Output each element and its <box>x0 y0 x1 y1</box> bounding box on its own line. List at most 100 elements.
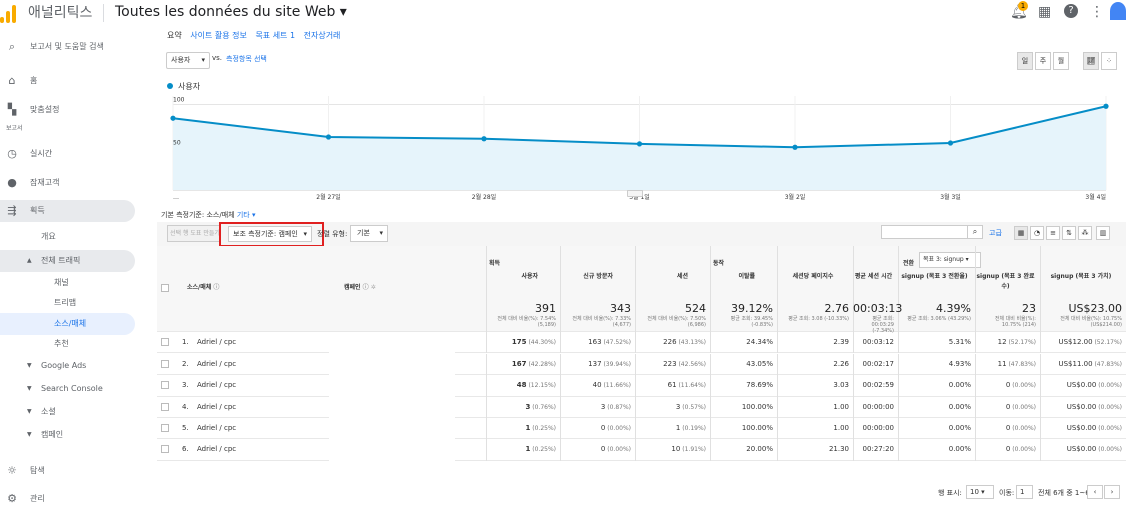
data-point <box>792 144 798 150</box>
chart-resize-handle[interactable] <box>627 190 643 197</box>
column-header-campaign[interactable]: 캠페인 ⓘ ✲ <box>344 282 376 291</box>
metric-value: 0 <box>600 445 606 453</box>
source-medium-link[interactable]: Adriel / cpc <box>197 381 237 389</box>
column-header-metric[interactable]: 이탈률 <box>738 273 755 280</box>
column-header-metric[interactable]: 세션당 페이지수 <box>792 273 834 280</box>
column-header-metric[interactable]: signup (목표 3 가치) <box>1050 273 1112 280</box>
sidebar-item-treemaps[interactable]: 트리맵 <box>0 292 155 314</box>
row-checkbox[interactable] <box>161 381 169 389</box>
metric-value: 00:00:00 <box>862 424 894 432</box>
table-view-icon[interactable]: ▦ <box>1014 226 1028 240</box>
select-metric-link[interactable]: 측정항목 선택 <box>226 55 267 63</box>
sidebar-item-source-medium[interactable]: 소스/매체 <box>0 313 135 335</box>
avatar[interactable] <box>1110 2 1126 20</box>
column-header-metric[interactable]: 세션 <box>676 273 688 280</box>
help-icon[interactable]: ? <box>1064 4 1078 18</box>
term-cloud-view-icon[interactable]: ⁂ <box>1078 226 1092 240</box>
sidebar-item-realtime[interactable]: ◷ 실시간 <box>0 143 155 165</box>
sidebar-item-discover[interactable]: ☼ 탐색 <box>0 460 155 482</box>
apps-grid-icon[interactable]: ▦ <box>1038 4 1052 20</box>
tab-site-usage[interactable]: 사이트 활용 정보 <box>190 31 247 40</box>
select-all-checkbox[interactable] <box>161 284 169 292</box>
column-header-metric[interactable]: 평균 세션 시간 <box>854 273 893 280</box>
column-header-metric[interactable]: signup (목표 3 전환율) <box>901 273 968 280</box>
tab-goal-set[interactable]: 목표 세트 1 <box>255 31 296 40</box>
table-row[interactable]: 4. Adriel / cpc 3 (0.76%) 3 (0.87%) 3 (0.57%… <box>157 397 1126 418</box>
metric-cell: 167 (42.28%) <box>486 360 556 368</box>
page-input[interactable]: 1 <box>1016 485 1033 499</box>
sidebar-item-social[interactable]: ▼ 소셜 <box>0 401 155 423</box>
rows-per-page-select[interactable]: 10 ▾ <box>966 485 994 499</box>
sidebar-item-campaigns[interactable]: ▼ 캠페인 <box>0 424 155 446</box>
table-row[interactable]: 1. Adriel / cpc 175 (44.30%) 163 (47.52%) 22… <box>157 332 1126 353</box>
column-header-source-medium[interactable]: 소스/매체 ⓘ <box>187 282 219 291</box>
source-medium-link[interactable]: Adriel / cpc <box>197 403 237 411</box>
metric-cell: 0.00% <box>898 403 971 411</box>
sidebar-section-reports: 보고서 <box>0 122 155 136</box>
metric-percent: (47.52%) <box>601 339 631 346</box>
prev-page-button[interactable]: ‹ <box>1087 485 1103 499</box>
search-icon[interactable]: ⌕ <box>967 225 983 239</box>
plot-rows-button[interactable]: 선택 행 도표 만들기 <box>167 225 221 242</box>
sidebar-item-home[interactable]: ⌂ 홈 <box>0 70 155 92</box>
week-button[interactable]: 주 <box>1035 52 1051 70</box>
tab-ecommerce[interactable]: 전자상거래 <box>303 31 341 40</box>
sidebar-item-customization[interactable]: ▚ 맞춤설정 <box>0 99 155 121</box>
row-checkbox[interactable] <box>161 338 169 346</box>
motion-chart-icon[interactable]: ⁘ <box>1101 52 1117 70</box>
pie-view-icon[interactable]: ◔ <box>1030 226 1044 240</box>
table-row[interactable]: 6. Adriel / cpc 1 (0.25%) 0 (0.00%) 10 (1.91… <box>157 439 1126 461</box>
sidebar-item-referrals[interactable]: 추천 <box>0 333 155 355</box>
secondary-dimension-select[interactable]: 보조 측정기준: 캠페인 ▾ <box>228 226 312 242</box>
sidebar-item-acquisition[interactable]: ⇶ 획득 <box>0 200 135 222</box>
column-header-metric[interactable]: 신규 방문자 <box>583 273 613 280</box>
performance-view-icon[interactable]: ≡ <box>1046 226 1060 240</box>
sidebar-item-overview[interactable]: 개요 <box>0 226 155 248</box>
advanced-filter-link[interactable]: 고급 <box>989 229 1002 237</box>
sidebar-item-admin[interactable]: ⚙ 관리 <box>0 488 155 510</box>
row-checkbox[interactable] <box>161 424 169 432</box>
sidebar-search-label: 보고서 및 도움말 검색 <box>30 42 104 51</box>
column-header-metric[interactable]: 사용자 <box>521 273 538 280</box>
source-medium-link[interactable]: Adriel / cpc <box>197 445 237 453</box>
table-row[interactable]: 2. Adriel / cpc 167 (42.28%) 137 (39.94%) 22… <box>157 354 1126 375</box>
property-selector[interactable]: Toutes les données du site Web ▾ <box>115 4 347 20</box>
primary-dim-other[interactable]: 기타 ▾ <box>236 211 256 219</box>
metric-value: 1 <box>675 424 681 432</box>
analytics-logo-icon[interactable] <box>0 3 18 23</box>
day-button[interactable]: 일 <box>1017 52 1033 70</box>
metric-selector[interactable]: 사용자 ▾ <box>166 52 210 69</box>
next-page-button[interactable]: › <box>1104 485 1120 499</box>
source-medium-link[interactable]: Adriel / cpc <box>197 360 237 368</box>
column-header-metric[interactable]: signup (목표 3 완료 수) <box>976 273 1035 290</box>
row-checkbox[interactable] <box>161 445 169 453</box>
primary-dim-current[interactable]: 소스/매체 <box>206 211 235 219</box>
sidebar-item-channels[interactable]: 채널 <box>0 272 155 294</box>
month-button[interactable]: 월 <box>1053 52 1069 70</box>
sidebar-search[interactable]: ⌕ 보고서 및 도움말 검색 <box>0 36 155 58</box>
campaign-cell <box>329 354 455 375</box>
row-checkbox[interactable] <box>161 360 169 368</box>
tab-summary[interactable]: 요약 <box>167 31 182 40</box>
more-vert-icon[interactable]: ⋮ <box>1090 4 1104 20</box>
sidebar-item-google-ads[interactable]: ▼ Google Ads <box>0 355 155 377</box>
table-row[interactable]: 3. Adriel / cpc 48 (12.15%) 40 (11.66%) 61 (… <box>157 375 1126 397</box>
sidebar-item-search-console[interactable]: ▼ Search Console <box>0 378 155 400</box>
table-row[interactable]: 5. Adriel / cpc 1 (0.25%) 0 (0.00%) 1 (0.19%… <box>157 418 1126 439</box>
source-medium-link[interactable]: Adriel / cpc <box>197 424 237 432</box>
source-medium-link[interactable]: Adriel / cpc <box>197 338 237 346</box>
column-divider <box>975 439 976 461</box>
sort-type-select[interactable]: 기본 ▾ <box>350 225 388 242</box>
comparison-view-icon[interactable]: ⇅ <box>1062 226 1076 240</box>
line-chart-icon[interactable]: 📈︎ <box>1083 52 1099 70</box>
row-checkbox[interactable] <box>161 403 169 411</box>
pivot-view-icon[interactable]: ▥ <box>1096 226 1110 240</box>
gear-icon: ⚙ <box>7 492 17 505</box>
metric-cell: 40 (11.66%) <box>560 381 631 389</box>
metric-value: 167 <box>511 360 527 368</box>
campaign-cell <box>329 418 455 439</box>
sidebar-item-all-traffic[interactable]: ▲ 전체 트래픽 <box>0 250 135 272</box>
goal-selector[interactable]: 목표 3: signup ▾ <box>919 252 981 268</box>
row-number: 6. <box>182 445 189 453</box>
sidebar-item-audience[interactable]: ● 잠재고객 <box>0 172 155 194</box>
